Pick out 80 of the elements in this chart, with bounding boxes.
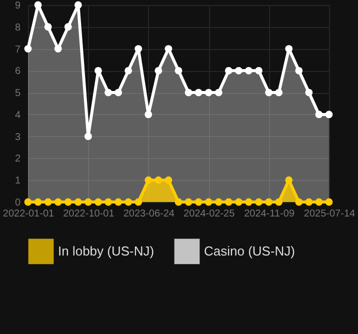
point (245, 198, 252, 206)
legend-label: Casino (US-NJ) (204, 243, 296, 258)
point (224, 198, 232, 206)
point (224, 66, 232, 74)
point (204, 88, 212, 96)
point (64, 198, 72, 206)
point (315, 198, 323, 206)
point (184, 88, 192, 96)
point (44, 23, 52, 31)
point (64, 23, 72, 31)
y-tick-label: 7 (14, 44, 21, 56)
y-tick-label: 3 (14, 132, 21, 143)
point (194, 88, 202, 96)
point (204, 198, 212, 206)
x-tick-label: 2025-07-14 (304, 208, 356, 220)
point (154, 66, 162, 74)
legend-label: In lobby (US-NJ) (58, 243, 154, 258)
point (305, 198, 313, 206)
point (295, 198, 303, 206)
point (285, 45, 293, 52)
point (84, 132, 92, 140)
point (194, 198, 202, 206)
point (245, 66, 252, 74)
point (315, 110, 323, 118)
point (24, 45, 32, 52)
point (144, 110, 152, 118)
point (285, 176, 293, 184)
point (255, 198, 262, 206)
point (74, 198, 82, 206)
point (134, 198, 142, 206)
point (265, 88, 273, 96)
point (184, 198, 192, 206)
point (325, 110, 333, 118)
x-tick-label: 2023-06-24 (123, 208, 175, 220)
point (154, 176, 162, 184)
point (74, 1, 82, 9)
point (114, 88, 122, 96)
point (255, 66, 262, 74)
point (34, 198, 42, 206)
y-tick-label: 5 (14, 88, 21, 100)
point (144, 176, 152, 184)
point (104, 88, 112, 96)
x-tick-label: 2022-10-01 (63, 208, 115, 220)
point (124, 198, 132, 206)
point (164, 45, 172, 52)
y-tick-label: 8 (14, 22, 21, 34)
point (214, 88, 222, 96)
point (84, 198, 92, 206)
point (174, 198, 182, 206)
point (164, 176, 172, 184)
point (44, 198, 52, 206)
point (325, 198, 333, 206)
point (174, 66, 182, 74)
point (94, 66, 102, 74)
y-tick-label: 2 (14, 154, 21, 165)
point (34, 1, 42, 9)
point (305, 88, 313, 96)
y-tick-label: 0 (14, 198, 21, 208)
point (54, 45, 62, 52)
x-tick-label: 2022-01-01 (2, 208, 55, 220)
y-tick-label: 9 (14, 0, 21, 12)
point (134, 45, 142, 52)
point (124, 66, 132, 74)
x-tick-label: 2024-02-25 (184, 208, 236, 220)
point (275, 198, 283, 206)
y-tick-label: 4 (14, 110, 21, 121)
point (234, 198, 242, 206)
x-tick-label: 2024-11-09 (244, 208, 295, 220)
point (104, 198, 112, 206)
point (94, 198, 102, 206)
point (114, 198, 122, 206)
point (24, 198, 32, 206)
point (214, 198, 222, 206)
point (275, 88, 283, 96)
point (295, 66, 303, 74)
point (265, 198, 273, 206)
point (54, 198, 62, 206)
point (234, 66, 242, 74)
y-tick-label: 6 (14, 66, 21, 78)
y-tick-label: 1 (14, 176, 21, 187)
